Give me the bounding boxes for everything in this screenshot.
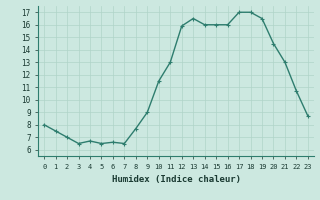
X-axis label: Humidex (Indice chaleur): Humidex (Indice chaleur) [111, 175, 241, 184]
